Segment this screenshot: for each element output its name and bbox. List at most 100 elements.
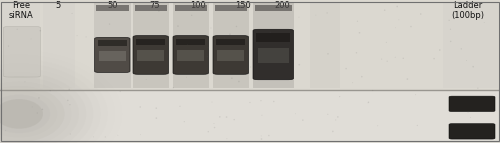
Point bbox=[226, 33, 234, 35]
Point bbox=[364, 101, 372, 103]
Text: Free
siRNA: Free siRNA bbox=[8, 1, 34, 20]
Bar bbox=[254, 5, 292, 11]
Point bbox=[461, 8, 469, 10]
Point bbox=[246, 101, 254, 104]
Point bbox=[354, 20, 362, 22]
Point bbox=[160, 50, 168, 52]
Bar bbox=[98, 40, 127, 46]
Point bbox=[324, 53, 332, 55]
Point bbox=[34, 112, 42, 114]
Bar bbox=[214, 5, 247, 11]
Point bbox=[66, 133, 74, 135]
Bar bbox=[0, 90, 500, 143]
Point bbox=[474, 87, 482, 89]
Bar bbox=[176, 39, 206, 45]
Point bbox=[152, 107, 160, 109]
Point bbox=[458, 48, 466, 50]
Point bbox=[391, 56, 399, 58]
Point bbox=[136, 134, 144, 136]
Point bbox=[446, 40, 454, 43]
FancyBboxPatch shape bbox=[253, 29, 294, 80]
Point bbox=[36, 30, 44, 32]
Bar bbox=[212, 2, 249, 88]
Ellipse shape bbox=[0, 86, 64, 142]
Point bbox=[142, 78, 150, 81]
Bar bbox=[216, 39, 246, 45]
Point bbox=[66, 104, 74, 106]
Point bbox=[21, 81, 29, 83]
Point bbox=[392, 27, 400, 29]
FancyBboxPatch shape bbox=[94, 37, 130, 73]
Text: 50: 50 bbox=[107, 1, 118, 10]
Point bbox=[27, 38, 35, 40]
Point bbox=[334, 116, 342, 118]
Point bbox=[13, 28, 21, 30]
Point bbox=[464, 111, 472, 113]
Point bbox=[395, 19, 403, 21]
Point bbox=[114, 68, 122, 71]
Point bbox=[28, 106, 36, 108]
FancyBboxPatch shape bbox=[449, 124, 495, 139]
Point bbox=[235, 80, 243, 83]
Point bbox=[176, 105, 184, 107]
Point bbox=[136, 106, 144, 108]
Ellipse shape bbox=[0, 72, 86, 143]
Point bbox=[180, 121, 188, 123]
Point bbox=[258, 114, 266, 116]
Point bbox=[2, 129, 10, 132]
Text: 75: 75 bbox=[150, 1, 160, 10]
Point bbox=[312, 14, 320, 16]
Point bbox=[106, 23, 114, 25]
Point bbox=[170, 87, 177, 89]
Point bbox=[184, 43, 192, 46]
Point bbox=[242, 67, 250, 69]
Point bbox=[393, 5, 401, 8]
FancyBboxPatch shape bbox=[213, 36, 248, 74]
Point bbox=[352, 52, 360, 54]
Point bbox=[383, 60, 391, 62]
Point bbox=[220, 37, 228, 39]
Point bbox=[38, 108, 46, 111]
Point bbox=[374, 125, 382, 127]
Bar bbox=[2, 2, 40, 88]
Point bbox=[416, 13, 424, 15]
Ellipse shape bbox=[0, 77, 79, 143]
Point bbox=[436, 49, 444, 51]
Point bbox=[258, 138, 266, 140]
Point bbox=[222, 116, 230, 118]
Point bbox=[228, 53, 236, 55]
Point bbox=[257, 100, 265, 102]
Bar bbox=[256, 33, 290, 42]
Bar bbox=[442, 2, 498, 88]
Point bbox=[296, 63, 304, 66]
Point bbox=[257, 135, 265, 137]
Point bbox=[216, 116, 224, 118]
Text: Ladder
(100bp): Ladder (100bp) bbox=[451, 1, 484, 20]
Point bbox=[323, 12, 331, 14]
Point bbox=[378, 58, 386, 60]
Bar bbox=[217, 50, 244, 61]
Point bbox=[246, 66, 254, 68]
Point bbox=[102, 136, 110, 138]
Bar bbox=[98, 50, 126, 61]
Point bbox=[234, 3, 242, 6]
Point bbox=[469, 65, 477, 68]
Point bbox=[132, 5, 140, 7]
Point bbox=[364, 102, 372, 104]
Bar bbox=[137, 50, 164, 61]
Bar bbox=[134, 5, 167, 11]
Bar bbox=[96, 5, 128, 11]
Point bbox=[382, 41, 390, 43]
Text: 5: 5 bbox=[55, 1, 60, 10]
Point bbox=[82, 36, 90, 38]
Ellipse shape bbox=[0, 90, 58, 138]
Point bbox=[239, 70, 247, 72]
Point bbox=[282, 3, 290, 5]
Point bbox=[182, 76, 190, 78]
Bar bbox=[132, 2, 169, 88]
Point bbox=[348, 82, 356, 84]
Bar bbox=[174, 5, 207, 11]
Point bbox=[430, 57, 438, 60]
Point bbox=[46, 90, 54, 92]
Point bbox=[223, 138, 231, 140]
